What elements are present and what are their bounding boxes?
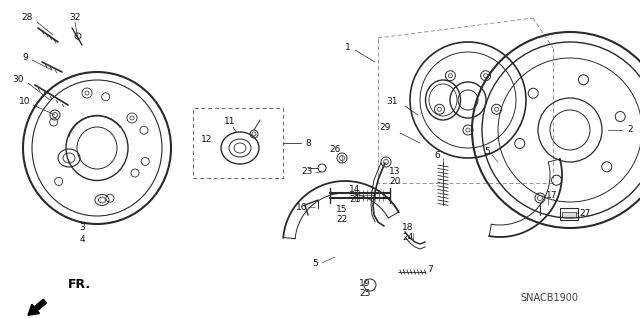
Text: 3: 3 (79, 224, 85, 233)
Text: 28: 28 (21, 12, 33, 21)
Text: 2: 2 (627, 125, 633, 135)
Text: 22: 22 (337, 216, 348, 225)
Text: 19: 19 (359, 278, 371, 287)
Bar (193, 108, 283, 178)
Text: 23: 23 (301, 167, 313, 176)
Text: 6: 6 (434, 151, 440, 160)
Text: 5: 5 (484, 147, 490, 157)
Text: SNACB1900: SNACB1900 (520, 293, 578, 303)
Text: 4: 4 (79, 235, 85, 244)
Text: 30: 30 (12, 76, 24, 85)
Text: FR.: FR. (68, 278, 91, 292)
Text: 15: 15 (336, 205, 348, 214)
Text: 1: 1 (345, 42, 351, 51)
Text: 13: 13 (389, 167, 401, 176)
Text: 27: 27 (579, 209, 591, 218)
Text: 7: 7 (427, 265, 433, 275)
Text: 10: 10 (19, 98, 31, 107)
Text: 9: 9 (22, 53, 28, 62)
Text: 26: 26 (330, 145, 340, 154)
FancyArrow shape (28, 299, 47, 315)
Text: 24: 24 (403, 234, 413, 242)
Text: 29: 29 (380, 123, 390, 132)
Text: 25: 25 (359, 288, 371, 298)
Text: 5: 5 (312, 258, 318, 268)
Text: 20: 20 (389, 177, 401, 187)
Text: 16: 16 (296, 203, 308, 211)
Text: 11: 11 (224, 117, 236, 127)
Text: 18: 18 (403, 224, 413, 233)
Text: 31: 31 (387, 98, 397, 107)
Text: 12: 12 (202, 136, 212, 145)
Bar (562, 212, 576, 217)
Text: 21: 21 (349, 196, 361, 204)
Bar (560, 208, 578, 220)
Text: 8: 8 (305, 138, 311, 147)
Text: 32: 32 (69, 12, 81, 21)
Text: 14: 14 (349, 186, 361, 195)
Text: 17: 17 (547, 190, 557, 199)
